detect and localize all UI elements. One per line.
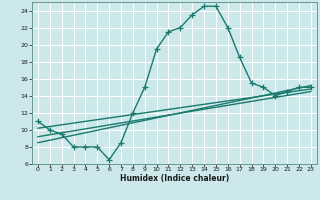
X-axis label: Humidex (Indice chaleur): Humidex (Indice chaleur) (120, 174, 229, 183)
